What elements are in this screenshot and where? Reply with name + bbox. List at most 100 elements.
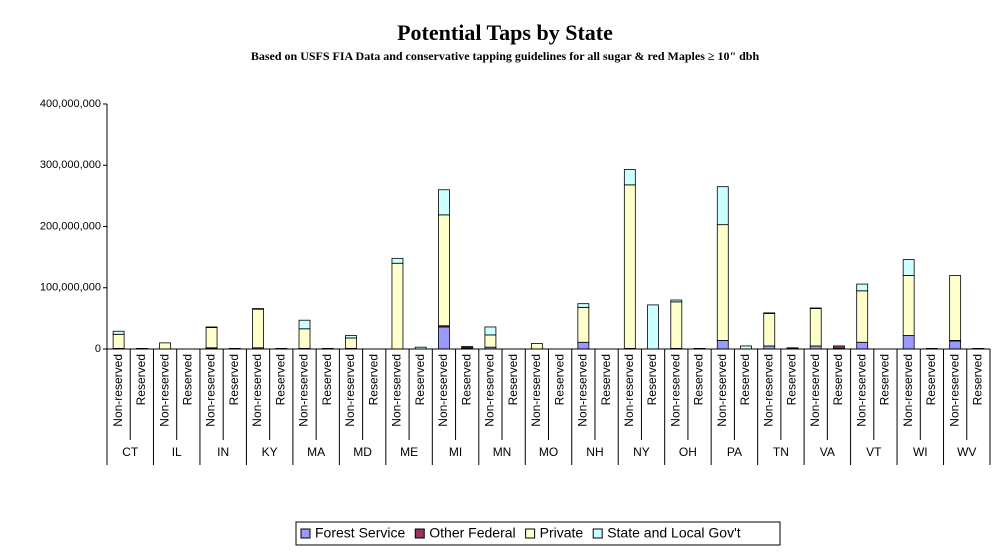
group-label: IN — [217, 445, 229, 459]
group-label: VA — [820, 445, 835, 459]
x-tick-label: Reserved — [785, 354, 799, 405]
group-label: MA — [307, 445, 325, 459]
x-tick-label: Reserved — [366, 354, 380, 405]
bar-segment — [902, 259, 915, 276]
x-tick-label: Reserved — [506, 354, 520, 405]
bar-segment — [577, 303, 590, 308]
x-tick-label: Reserved — [924, 354, 938, 405]
bar-segment — [949, 275, 962, 341]
group-label: IL — [172, 445, 182, 459]
group-label: ME — [400, 445, 418, 459]
x-tick-label: Reserved — [413, 354, 427, 405]
x-tick-label: Reserved — [738, 354, 752, 405]
x-tick-label: Reserved — [181, 354, 195, 405]
bar-segment — [530, 343, 543, 350]
legend-label: Other Federal — [429, 525, 515, 541]
legend-label: Forest Service — [315, 525, 405, 541]
bar-segment — [856, 290, 869, 343]
bar-segment — [438, 326, 450, 350]
bar-segment — [577, 306, 590, 343]
bar-segment — [252, 308, 264, 310]
x-tick-label: Reserved — [134, 354, 148, 405]
bar-segment — [484, 326, 497, 336]
group-label: WV — [957, 445, 976, 459]
bar-segment — [833, 345, 845, 349]
x-tick-label: Non-reserved — [483, 354, 497, 427]
group-label: WI — [913, 445, 928, 459]
x-tick-label: Reserved — [320, 354, 334, 405]
bar-segment — [438, 189, 450, 216]
bar-segment — [670, 301, 683, 349]
bar-segment — [112, 330, 125, 335]
bar-segment — [856, 283, 869, 292]
x-tick-label: Reserved — [599, 354, 613, 405]
x-tick-label: Reserved — [831, 354, 845, 405]
group-label: CT — [122, 445, 139, 459]
group-label: KY — [262, 445, 278, 459]
legend-label: State and Local Gov't — [607, 525, 741, 541]
bar-segment — [391, 257, 404, 264]
legend-box — [295, 521, 781, 546]
bar-segment — [647, 304, 659, 350]
x-tick-label: Non-reserved — [715, 354, 729, 427]
group-label: MI — [449, 445, 462, 459]
bar-segment — [716, 224, 729, 341]
x-tick-label: Non-reserved — [808, 354, 822, 427]
x-tick-label: Non-reserved — [204, 354, 218, 427]
group-label: NY — [633, 445, 650, 459]
bar-segment — [438, 214, 450, 327]
x-tick-label: Non-reserved — [343, 354, 357, 427]
x-tick-label: Reserved — [273, 354, 287, 405]
bar-segment — [902, 275, 915, 336]
x-tick-label: Non-reserved — [668, 354, 682, 427]
chart-title: Potential Taps by State — [397, 20, 613, 45]
group-label: NH — [586, 445, 603, 459]
legend-swatch — [592, 528, 603, 539]
x-tick-label: Non-reserved — [297, 354, 311, 427]
bar-segment — [786, 347, 799, 349]
y-tick-label: 100,000,000 — [40, 282, 101, 294]
bar-segment — [763, 313, 776, 347]
bar-segment — [949, 340, 962, 350]
bar-segment — [159, 342, 171, 350]
bar-segment — [856, 341, 869, 350]
legend-label: Private — [540, 525, 584, 541]
group-label: TN — [773, 445, 789, 459]
x-tick-label: Non-reserved — [529, 354, 543, 427]
bar-segment — [670, 299, 683, 303]
bar-segment — [902, 335, 915, 350]
bar-segment — [205, 327, 218, 349]
group-label: MN — [493, 445, 512, 459]
x-tick-label: Non-reserved — [390, 354, 404, 427]
x-tick-label: Non-reserved — [576, 354, 590, 427]
legend-swatch — [300, 528, 311, 539]
x-tick-label: Reserved — [459, 354, 473, 405]
group-label: MO — [539, 445, 558, 459]
x-tick-label: Non-reserved — [622, 354, 636, 427]
x-tick-label: Reserved — [878, 354, 892, 405]
group-label: MD — [353, 445, 372, 459]
group-label: VT — [866, 445, 882, 459]
x-tick-label: Non-reserved — [111, 354, 125, 427]
x-tick-label: Non-reserved — [901, 354, 915, 427]
x-tick-label: Reserved — [227, 354, 241, 405]
bar-segment — [763, 312, 776, 314]
bar-segment — [484, 334, 497, 348]
chart-subtitle: Based on USFS FIA Data and conservative … — [251, 49, 760, 63]
bar-segment — [345, 337, 357, 349]
bar-segment — [298, 328, 311, 349]
bar-segment — [623, 184, 636, 349]
bar-segment — [623, 169, 636, 186]
x-tick-label: Non-reserved — [947, 354, 961, 427]
x-tick-label: Non-reserved — [436, 354, 450, 427]
y-tick-label: 200,000,000 — [40, 220, 101, 232]
y-tick-label: 0 — [95, 343, 101, 355]
x-tick-label: Non-reserved — [854, 354, 868, 427]
bar-segment — [716, 186, 729, 226]
x-tick-label: Reserved — [645, 354, 659, 405]
bar-segment — [298, 319, 311, 330]
bar-segment — [345, 335, 357, 339]
x-tick-label: Reserved — [971, 354, 985, 405]
bar-segment — [577, 341, 590, 350]
